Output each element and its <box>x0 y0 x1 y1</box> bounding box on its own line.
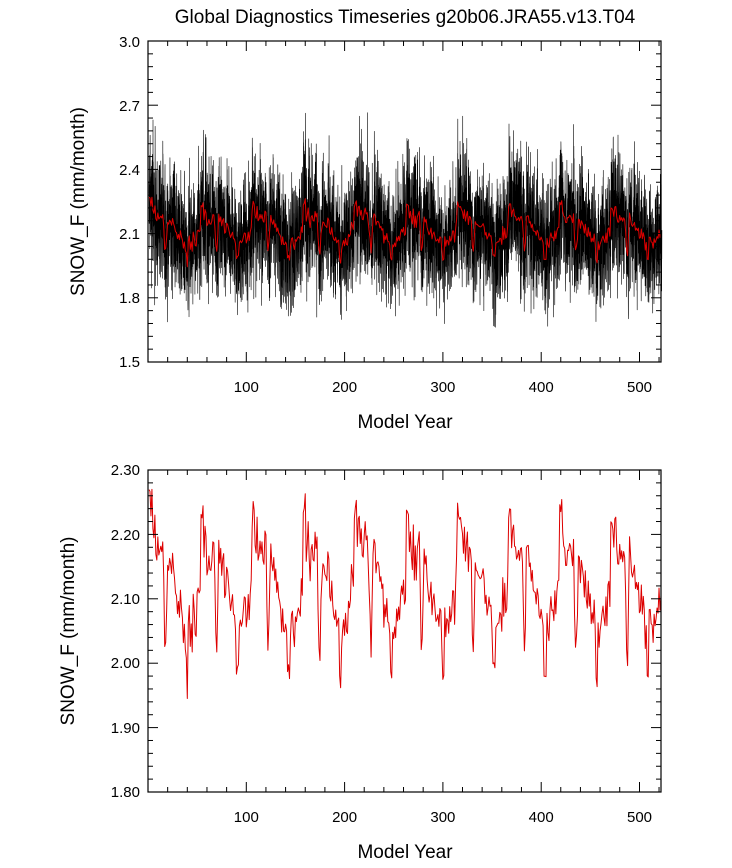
bottom-panel: 1.80 1.90 2.00 2.10 2.20 2.30 100 <box>58 462 662 863</box>
bottom-x-tick: 100 <box>234 470 259 826</box>
series-line-annual-mean <box>148 196 662 268</box>
top-y-tick-label: 2.7 <box>119 98 140 115</box>
bottom-x-tick: 500 <box>627 470 652 826</box>
bottom-x-tick-label: 200 <box>332 809 357 826</box>
bottom-x-tick: 200 <box>332 470 357 826</box>
top-y-tick: 1.8 <box>119 290 661 307</box>
bottom-y-tick: 2.30 <box>111 462 661 479</box>
bottom-y-tick-label: 2.00 <box>111 655 140 672</box>
chart-title: Global Diagnostics Timeseries g20b06.JRA… <box>175 7 636 28</box>
top-x-tick-label: 100 <box>234 379 259 396</box>
top-y-tick: 2.1 <box>119 226 661 243</box>
top-y-tick-label: 1.8 <box>119 290 140 307</box>
bottom-y-tick: 1.80 <box>111 784 661 801</box>
bottom-y-tick-label: 1.90 <box>111 720 140 737</box>
bottom-y-tick: 2.20 <box>111 527 661 544</box>
bottom-x-tick-label: 400 <box>529 809 554 826</box>
bottom-y-axis-label: SNOW_F (mm/month) <box>58 537 79 726</box>
top-y-tick: 3.0 <box>119 34 661 51</box>
top-series-layer <box>148 112 663 328</box>
top-panel: 1.5 1.8 2.1 2.4 2.7 3.0 100 200 <box>68 34 663 433</box>
bottom-x-tick-label: 500 <box>627 809 652 826</box>
bottom-y-tick-label: 2.20 <box>111 527 140 544</box>
series-line-annual-mean <box>148 488 662 699</box>
bottom-minor-ticks <box>148 470 661 792</box>
bottom-y-tick-label: 2.30 <box>111 462 140 479</box>
top-x-tick: 500 <box>627 41 652 396</box>
bottom-y-tick-label: 1.80 <box>111 784 140 801</box>
top-y-tick-label: 1.5 <box>119 354 140 371</box>
top-plot-frame <box>147 40 662 363</box>
top-minor-ticks <box>148 41 661 362</box>
bottom-y-tick: 2.00 <box>111 655 661 672</box>
top-x-tick: 300 <box>430 41 455 396</box>
series-line-monthly <box>148 112 663 328</box>
bottom-y-tick: 2.10 <box>111 591 661 608</box>
bottom-x-tick-label: 100 <box>234 809 259 826</box>
bottom-y-tick: 1.90 <box>111 720 661 737</box>
top-y-tick-label: 2.4 <box>119 162 140 179</box>
top-y-tick: 2.7 <box>119 98 661 115</box>
bottom-y-tick-label: 2.10 <box>111 591 140 608</box>
top-y-tick: 1.5 <box>119 354 661 371</box>
bottom-x-tick: 400 <box>529 470 554 826</box>
top-x-tick: 100 <box>234 41 259 396</box>
top-y-tick: 2.4 <box>119 162 661 179</box>
bottom-x-tick: 300 <box>430 470 455 826</box>
bottom-series-layer <box>148 488 662 699</box>
top-x-tick-label: 500 <box>627 379 652 396</box>
top-y-tick-label: 3.0 <box>119 34 140 51</box>
top-y-tick-label: 2.1 <box>119 226 140 243</box>
top-x-tick: 200 <box>332 41 357 396</box>
bottom-plot-frame <box>147 469 662 793</box>
top-y-axis-label: SNOW_F (mm/month) <box>68 107 89 296</box>
top-x-tick-label: 300 <box>430 379 455 396</box>
top-x-tick: 400 <box>529 41 554 396</box>
bottom-x-tick-label: 300 <box>430 809 455 826</box>
top-x-axis-label: Model Year <box>357 412 453 433</box>
top-x-tick-label: 400 <box>529 379 554 396</box>
top-x-tick-label: 200 <box>332 379 357 396</box>
bottom-x-axis-label: Model Year <box>357 842 453 863</box>
